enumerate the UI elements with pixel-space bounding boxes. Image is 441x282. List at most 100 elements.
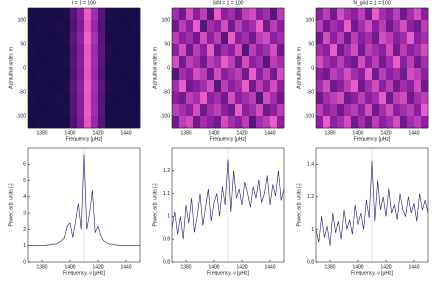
heat-cell — [214, 8, 222, 21]
heat-cell — [365, 44, 373, 57]
heat-cell — [235, 44, 243, 57]
heat-cell — [372, 56, 380, 69]
heat-cell — [49, 8, 57, 21]
heat-cell — [126, 44, 134, 57]
heat-cell — [316, 44, 324, 57]
heat-cell — [98, 32, 106, 45]
heat-cell — [344, 68, 352, 81]
heat-cell — [35, 68, 43, 81]
heat-cell — [112, 92, 120, 105]
heat-cell — [351, 68, 359, 81]
heat-cell — [242, 8, 250, 21]
heat-cell — [235, 56, 243, 69]
heat-cell — [77, 32, 85, 45]
heat-cell — [256, 116, 264, 129]
heat-cell — [172, 68, 180, 81]
heat-cell — [179, 68, 187, 81]
heat-cell — [105, 8, 113, 21]
y-tick-label: 50 — [164, 41, 170, 47]
heat-cell — [133, 8, 141, 21]
heat-cell — [119, 44, 127, 57]
heat-cell — [235, 32, 243, 45]
y-tick-label: -100 — [160, 113, 170, 119]
heat-cell — [323, 8, 331, 21]
heat-cell — [221, 20, 229, 33]
heat-cell — [249, 104, 257, 117]
heat-cell — [35, 80, 43, 93]
heat-cell — [256, 32, 264, 45]
heat-cell — [207, 8, 215, 21]
heat-cell — [35, 32, 43, 45]
heat-cell — [119, 68, 127, 81]
heat-cell — [63, 116, 71, 129]
heat-cell — [323, 68, 331, 81]
heat-cell — [98, 116, 106, 129]
heat-cell — [221, 92, 229, 105]
heat-cell — [91, 104, 99, 117]
heat-cell — [28, 116, 36, 129]
heat-cell — [112, 32, 120, 45]
heat-cell — [193, 44, 201, 57]
heat-cell — [200, 20, 208, 33]
heat-cell — [193, 104, 201, 117]
heat-cell — [393, 32, 401, 45]
heat-cell — [393, 116, 401, 129]
heat-cell — [49, 20, 57, 33]
heat-cell — [400, 20, 408, 33]
heat-cell — [35, 104, 43, 117]
heat-cell — [49, 56, 57, 69]
heat-cell — [126, 80, 134, 93]
heat-cell — [263, 104, 271, 117]
heat-cell — [263, 92, 271, 105]
heat-cell — [421, 56, 429, 69]
heat-cell — [214, 92, 222, 105]
heat-cell — [337, 92, 345, 105]
heat-cell — [49, 116, 57, 129]
heat-cell — [70, 32, 78, 45]
heat-cell — [414, 8, 422, 21]
heat-cell — [186, 56, 194, 69]
heat-cell — [263, 68, 271, 81]
heat-cell — [386, 116, 394, 129]
heat-cell — [277, 68, 285, 81]
heat-cell — [235, 80, 243, 93]
heat-cell — [200, 92, 208, 105]
chart-title: N_grid = 1 = 100 — [353, 0, 390, 6]
heat-cell — [365, 20, 373, 33]
heat-cell — [221, 80, 229, 93]
heat-cell — [379, 116, 387, 129]
y-tick-label: 1 — [311, 227, 314, 233]
heat-cell — [133, 116, 141, 129]
heat-cell — [186, 8, 194, 21]
heat-cell — [228, 92, 236, 105]
heat-cell — [235, 68, 243, 81]
heat-cell — [179, 56, 187, 69]
heat-cell — [316, 104, 324, 117]
heat-cell — [344, 116, 352, 129]
heat-cell — [98, 20, 106, 33]
heat-cell — [316, 20, 324, 33]
heat-cell — [126, 68, 134, 81]
heat-cell — [372, 8, 380, 21]
heat-cell — [214, 104, 222, 117]
axes-frame — [27, 147, 141, 263]
heat-cell — [126, 104, 134, 117]
heat-cell — [249, 68, 257, 81]
heat-cell — [56, 92, 64, 105]
heat-cell — [414, 44, 422, 57]
y-axis-label: Azimuthal order, m — [8, 47, 14, 89]
y-tick-label: 3 — [23, 210, 26, 216]
heat-cell — [200, 44, 208, 57]
heat-cell — [235, 20, 243, 33]
heat-cell — [179, 116, 187, 129]
heat-cell — [228, 116, 236, 129]
heat-cell — [207, 80, 215, 93]
heat-cell — [172, 32, 180, 45]
heat-cell — [84, 104, 92, 117]
heat-cell — [133, 20, 141, 33]
heat-cell — [365, 56, 373, 69]
heat-cell — [337, 68, 345, 81]
heat-cell — [351, 32, 359, 45]
heat-cell — [119, 20, 127, 33]
heat-cell — [344, 104, 352, 117]
